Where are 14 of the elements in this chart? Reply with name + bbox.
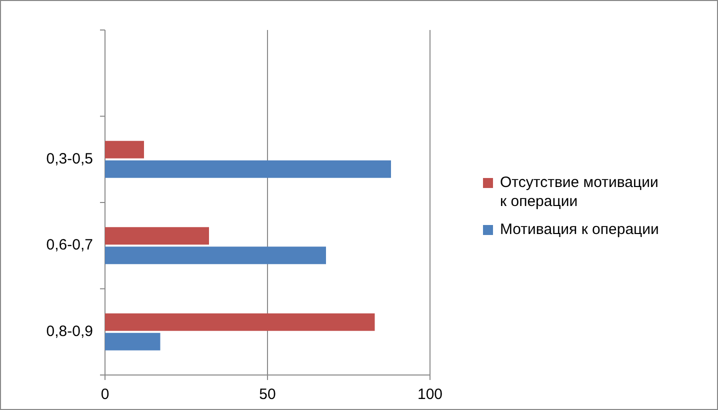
- bar: [105, 160, 391, 178]
- bar: [105, 332, 160, 350]
- x-tick-label: 100: [417, 386, 443, 403]
- legend-label: Отсутствие мотивации к операции: [500, 174, 658, 210]
- y-tick-label: 0,8-0,9: [46, 322, 93, 340]
- x-tick-label: 0: [100, 386, 110, 403]
- bar: [105, 227, 209, 245]
- bar: [105, 313, 375, 331]
- y-tick-label: 0,6-0,7: [46, 236, 93, 254]
- y-tick-label: 0,3-0,5: [46, 150, 93, 168]
- bar: [105, 246, 326, 264]
- bar: [105, 140, 144, 158]
- x-tick-label: 50: [259, 386, 276, 403]
- legend-label: Мотивация к операции: [500, 220, 659, 238]
